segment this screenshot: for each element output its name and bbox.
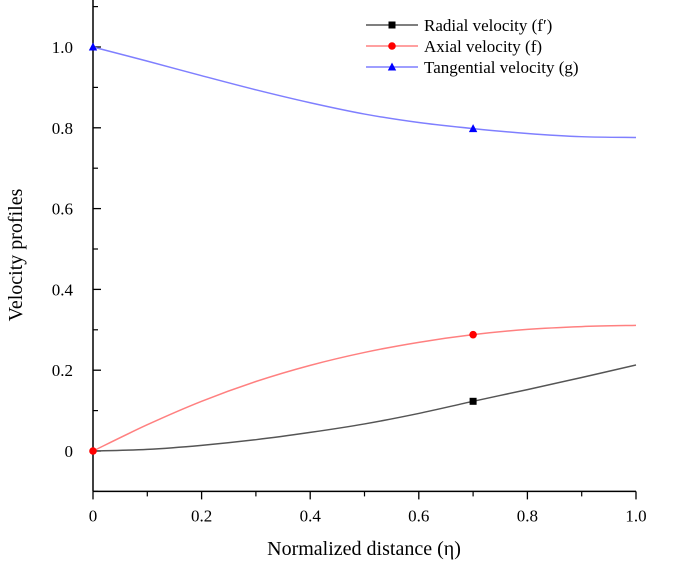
x-tick-label: 0.6 (408, 506, 429, 525)
x-axis-title: Normalized distance (η) (267, 538, 461, 560)
y-tick-label: 0.2 (52, 361, 73, 380)
legend-label-radial: Radial velocity (f′) (424, 16, 552, 35)
series-lines (92, 46, 637, 452)
marker-tangential (468, 124, 478, 133)
x-tick-label: 0.8 (517, 506, 538, 525)
legend: Radial velocity (f′) Axial velocity (f) Ta… (366, 16, 579, 77)
y-tick-label: 0.4 (52, 280, 74, 299)
legend-label-tangential: Tangential velocity (g) (424, 58, 579, 77)
legend-marker-axial (388, 42, 396, 50)
markers (88, 42, 478, 455)
y-tick-label: 1.0 (52, 38, 73, 57)
series-line-axial (92, 324, 637, 452)
x-tick-label: 1.0 (625, 506, 646, 525)
y-tick-label: 0.6 (52, 200, 73, 219)
marker-axial (89, 447, 97, 455)
y-tick-label: 0.8 (52, 119, 73, 138)
x-tick-label: 0 (89, 506, 98, 525)
marker-radial (469, 397, 477, 405)
x-tick-label: 0.2 (191, 506, 212, 525)
tick-labels: 0 0.2 0.4 0.6 0.8 1.0 0 0.2 0.4 0.6 0.8 1.0 (52, 38, 647, 525)
y-axis-title: Velocity profiles (5, 188, 27, 321)
legend-label-axial: Axial velocity (f) (424, 37, 542, 56)
marker-axial (469, 330, 477, 339)
y-tick-label: 0 (65, 442, 74, 461)
series-line-tangential (92, 46, 637, 139)
ticks (92, 5, 637, 500)
series-line-radial (92, 364, 637, 452)
x-tick-label: 0.4 (300, 506, 322, 525)
legend-marker-tangential (387, 62, 397, 71)
legend-marker-radial (388, 21, 396, 29)
marker-tangential (88, 42, 98, 51)
